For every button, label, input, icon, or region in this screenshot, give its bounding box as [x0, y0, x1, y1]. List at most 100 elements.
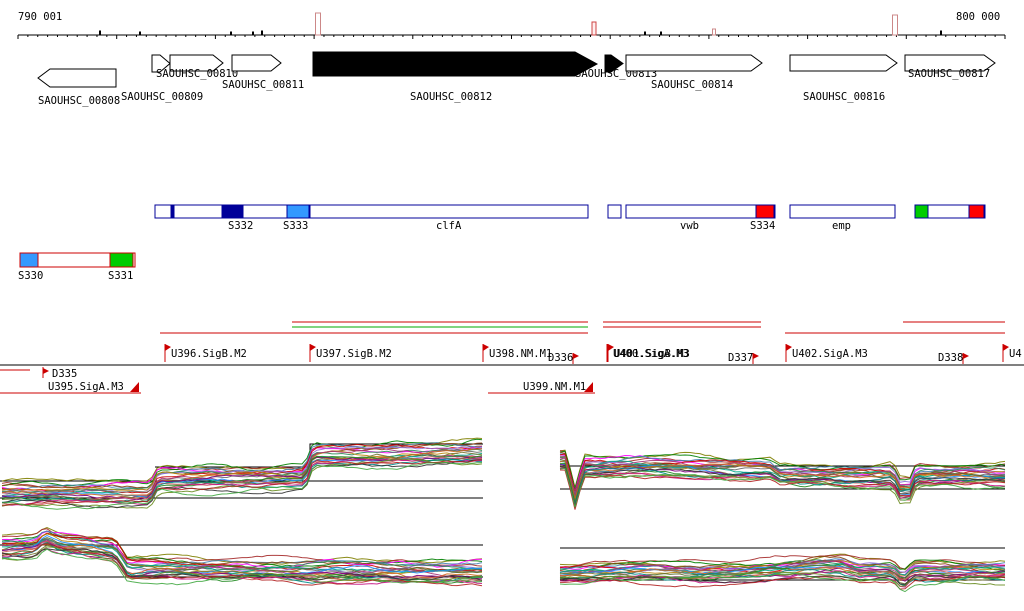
coverage-line — [560, 575, 1006, 590]
coverage-line — [559, 469, 1006, 510]
ruler-mark — [261, 30, 263, 36]
tss-flag-icon[interactable] — [310, 344, 316, 351]
feature-segment[interactable] — [755, 204, 775, 219]
coverage-line — [1, 450, 483, 491]
tss-flag-icon[interactable] — [584, 382, 593, 392]
feature-label: vwb — [680, 220, 699, 232]
tss-label: U402.SigA.M3 — [792, 348, 868, 360]
ruler-mark — [940, 30, 942, 36]
feature-box[interactable] — [789, 204, 896, 219]
tss-flag-icon[interactable] — [130, 382, 139, 392]
coverage-line — [560, 554, 1006, 570]
feature-segment[interactable] — [170, 204, 175, 219]
terminator-label: D337 — [728, 352, 753, 364]
coverage-line — [1, 548, 482, 586]
coverage-line — [559, 565, 1006, 582]
tss-flag-icon[interactable] — [43, 368, 49, 374]
coverage-line — [1, 461, 483, 510]
coverage-line — [559, 456, 1006, 501]
ruler-mark — [660, 31, 662, 36]
feature-label: S332 — [228, 220, 253, 232]
tss-label: U398.NM.M1 — [489, 348, 552, 360]
coverage-line — [559, 453, 1006, 496]
tss-flag-icon[interactable] — [1003, 344, 1009, 351]
gene-label: SAOUHSC_00814 — [651, 79, 733, 91]
feature-segment[interactable] — [221, 204, 244, 219]
ruler-mark — [99, 30, 101, 36]
gene-label: SAOUHSC_00812 — [410, 91, 492, 103]
terminator-flag-icon[interactable] — [963, 353, 969, 359]
coverage-line — [1, 537, 483, 575]
feature-segment[interactable] — [914, 204, 929, 219]
tss-label: U399.NM.M1 — [523, 381, 586, 393]
feature-label: S334 — [750, 220, 775, 232]
feature-label: S333 — [283, 220, 308, 232]
gene-label: SAOUHSC_00816 — [803, 91, 885, 103]
coverage-line — [1, 458, 483, 503]
gene-arrow-saouhsc_00809[interactable] — [151, 54, 171, 73]
feature-box[interactable] — [607, 204, 622, 219]
coverage-line — [1, 543, 483, 587]
feature-label: S331 — [108, 270, 133, 282]
feature-segment[interactable] — [19, 252, 39, 268]
tss-label: U401.SigB.M3 — [614, 348, 690, 360]
tss-label: U395.SigA.M3 — [48, 381, 124, 393]
gene-arrow-saouhsc_00810[interactable] — [169, 54, 224, 72]
gene-arrow-saouhsc_00808[interactable] — [37, 68, 117, 88]
feature-label: clfA — [436, 220, 462, 232]
tss-label: U400.SigA.M3 — [613, 348, 689, 360]
feature-label: emp — [832, 220, 851, 232]
tss-label: U4 — [1009, 348, 1022, 360]
feature-segment[interactable] — [109, 252, 134, 268]
tss-flag-icon[interactable] — [165, 344, 171, 351]
coverage-line — [1, 544, 483, 582]
gene-arrow-saouhsc_00812[interactable] — [312, 51, 599, 77]
ruler-mark — [591, 21, 597, 36]
tss-flag-icon[interactable] — [786, 344, 792, 351]
coverage-line — [1, 459, 483, 509]
tss-label: U397.SigB.M2 — [316, 348, 392, 360]
feature-segment[interactable] — [286, 204, 310, 219]
coverage-line — [559, 572, 1006, 593]
tss-flag-icon[interactable] — [483, 344, 489, 351]
coverage-line — [559, 467, 1006, 508]
ruler-mark — [252, 31, 254, 36]
ruler-mark — [315, 12, 321, 36]
terminator-flag-icon[interactable] — [573, 353, 579, 359]
ruler-mark — [712, 28, 716, 36]
gene-label: SAOUHSC_00817 — [908, 68, 990, 80]
ruler-mark — [892, 14, 898, 36]
gene-label: SAOUHSC_00811 — [222, 79, 304, 91]
gene-arrow-saouhsc_00811[interactable] — [231, 54, 282, 72]
gene-arrow-saouhsc_00814[interactable] — [625, 54, 763, 72]
coverage-line — [1, 458, 483, 507]
feature-box[interactable] — [154, 204, 589, 219]
feature-segment[interactable] — [968, 204, 985, 219]
terminator-label: D338 — [938, 352, 963, 364]
coverage-line — [559, 568, 1006, 587]
coverage-line — [1, 438, 483, 487]
coverage-line — [1, 533, 483, 571]
ruler-mark — [139, 31, 141, 36]
coverage-line — [1, 459, 483, 506]
coverage-line — [559, 460, 1006, 502]
gene-arrow-saouhsc_00813[interactable] — [604, 54, 624, 73]
feature-box[interactable] — [625, 204, 776, 219]
coverage-line — [559, 466, 1006, 508]
ruler-end-label: 800 000 — [956, 11, 1001, 23]
tss-flag-icon[interactable] — [608, 344, 614, 351]
terminator-label: D336 — [548, 352, 573, 364]
ruler-mark — [230, 31, 232, 36]
terminator-flag-icon[interactable] — [753, 353, 759, 359]
gene-label: SAOUHSC_00810 — [156, 68, 238, 80]
gene-label: SAOUHSC_00808 — [38, 95, 120, 107]
coverage-line — [559, 449, 1006, 490]
gene-arrow-saouhsc_00817[interactable] — [904, 54, 996, 72]
coverage-line — [559, 563, 1006, 576]
ruler-start-label: 790 001 — [18, 11, 63, 23]
gene-arrow-saouhsc_00816[interactable] — [789, 54, 898, 72]
tss-label: D335 — [52, 368, 77, 380]
ruler-mark — [644, 31, 646, 36]
